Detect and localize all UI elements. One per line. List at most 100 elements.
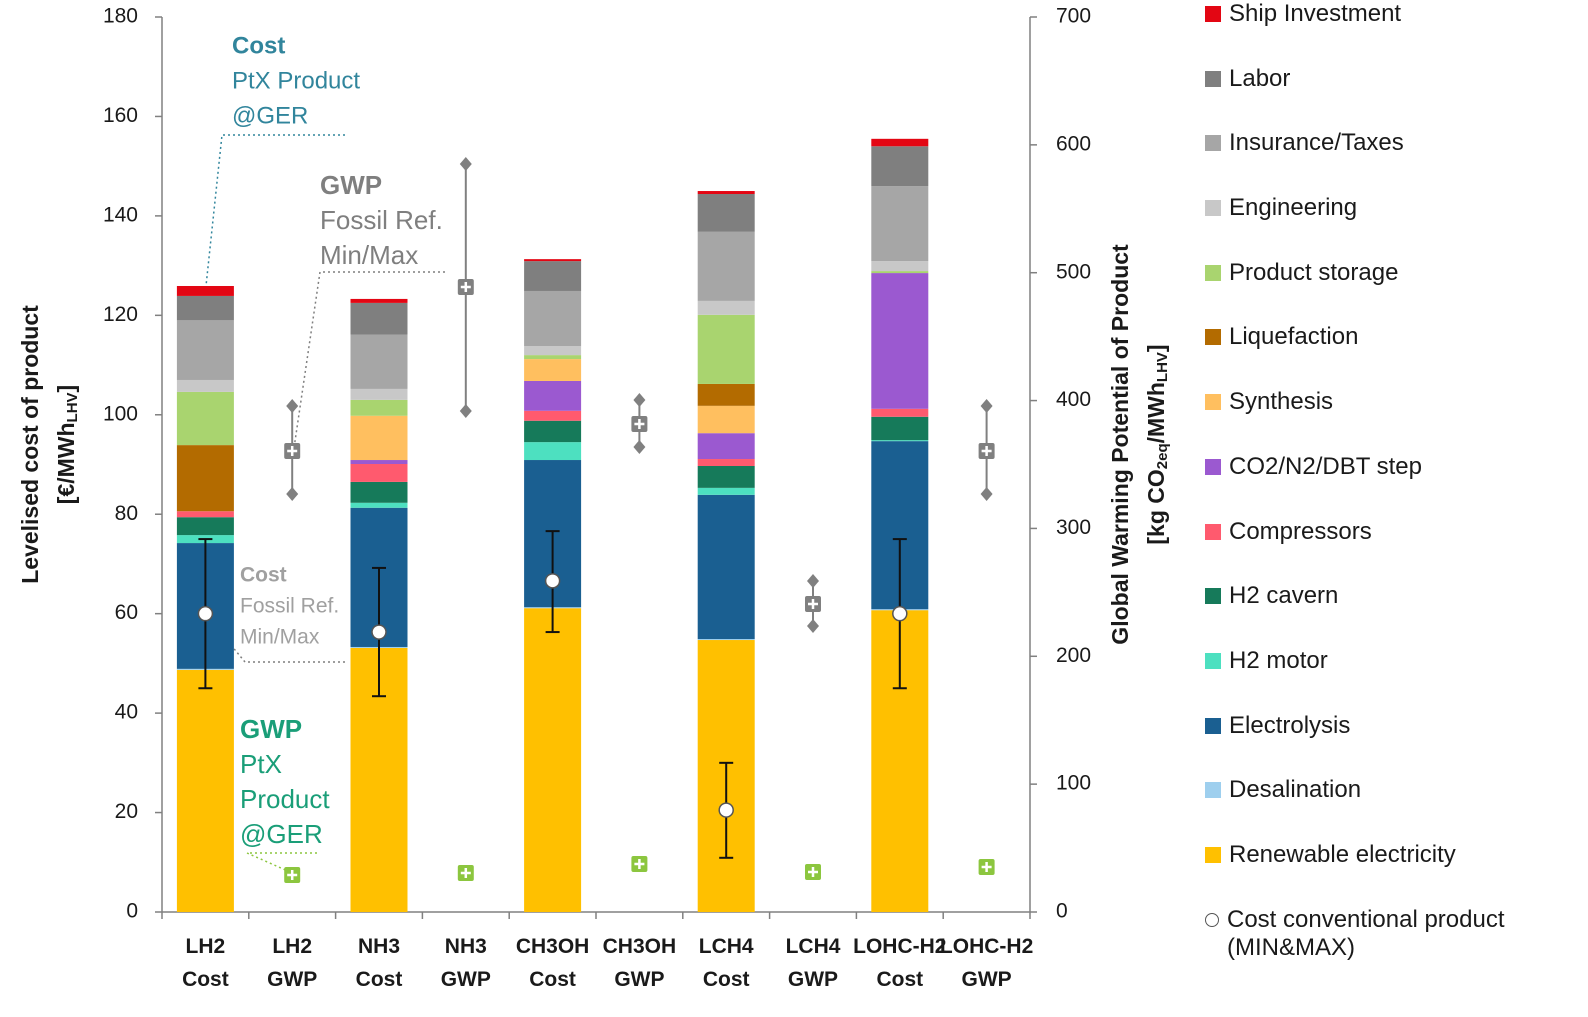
- leader-line: [205, 134, 345, 287]
- y-tick-label: 120: [103, 303, 138, 326]
- gwp-ptx-marker: [457, 865, 474, 882]
- gwp-ptx-marker: [978, 858, 995, 875]
- gwp-ptx-marker-plus: [634, 859, 645, 870]
- gwp-fossil-marker-plus: [981, 445, 992, 456]
- bar-segment: [697, 191, 755, 195]
- annotation: @GER: [232, 102, 308, 129]
- legend-swatch: [1205, 717, 1221, 734]
- gwp-ptx-marker-plus: [808, 866, 818, 877]
- legend-swatch: [1205, 394, 1221, 411]
- annotation: Fossil Ref.: [320, 205, 443, 235]
- annotation: PtX Product: [232, 67, 360, 94]
- y-tick-label: 60: [115, 601, 138, 624]
- legend-item: H2 cavern: [1205, 582, 1580, 647]
- y2-tick-label: 700: [1056, 5, 1091, 28]
- legend-label: Desalination: [1229, 776, 1362, 804]
- legend-label: Liquefaction: [1229, 323, 1359, 351]
- bar-segment: [524, 359, 582, 381]
- gwp-ptx-marker: [284, 867, 301, 884]
- legend-item: Compressors: [1205, 518, 1580, 583]
- cost-marker: [718, 802, 734, 818]
- y-tick-label: 20: [115, 800, 138, 823]
- legend: Ship Investment Labor Insurance/Taxes Engin…: [1205, 0, 1580, 970]
- min-max-diamond: [633, 393, 646, 408]
- bar-segment: [871, 138, 929, 147]
- min-max-diamond: [633, 439, 646, 454]
- annotation: Min/Max: [240, 626, 320, 649]
- bar-segment: [697, 639, 755, 641]
- legend-item: Desalination: [1205, 776, 1580, 841]
- min-max-diamond: [286, 487, 299, 502]
- bar-segment: [697, 494, 755, 640]
- legend-label: Electrolysis: [1229, 711, 1351, 739]
- legend-item: Labor: [1205, 65, 1580, 130]
- bar-segment: [697, 433, 755, 460]
- y2-tick-label: 600: [1056, 132, 1091, 155]
- legend-label: Compressors: [1229, 517, 1372, 545]
- gwp-fossil-marker: [805, 595, 821, 612]
- bar-segment: [176, 391, 234, 446]
- annotation: Cost: [232, 32, 285, 59]
- legend-item: Engineering: [1205, 194, 1580, 259]
- legend-swatch: [1205, 458, 1221, 475]
- gwp-fossil-marker-plus: [634, 418, 645, 429]
- bar-segment: [697, 405, 755, 434]
- legend-label: H2 motor: [1229, 646, 1328, 674]
- bar-segment: [524, 290, 582, 347]
- bar-segment: [697, 465, 755, 488]
- bar-segment: [697, 300, 755, 315]
- bar-segment: [524, 608, 582, 912]
- bar-segment: [524, 410, 582, 421]
- legend-swatch: [1205, 588, 1221, 605]
- gwp-fossil-marker-plus: [808, 598, 818, 609]
- y-tick-label: 180: [103, 5, 138, 28]
- y-axis-title: Levelised cost of product [€/MWhLHV]: [17, 305, 81, 584]
- legend-label: Synthesis: [1229, 388, 1334, 416]
- legend-swatch: [1205, 70, 1221, 87]
- cost-marker: [197, 605, 214, 622]
- legend-label: Labor: [1229, 64, 1291, 92]
- bar-segment: [176, 379, 234, 392]
- gwp-ptx-marker: [805, 863, 821, 880]
- y-tick-label: 80: [115, 502, 138, 525]
- bar-segment: [524, 355, 582, 360]
- annotation: Cost: [240, 564, 287, 587]
- legend-swatch: [1205, 6, 1221, 22]
- legend-item: Electrolysis: [1205, 712, 1580, 777]
- legend-swatch: [1205, 912, 1219, 927]
- legend-item: Cost conventional product (MIN&MAX): [1205, 906, 1580, 971]
- bar-segment: [524, 420, 582, 443]
- min-max-diamond: [459, 404, 472, 419]
- gwp-ptx-marker-plus: [287, 870, 298, 881]
- legend-swatch: [1205, 135, 1221, 152]
- bar-segment: [350, 415, 408, 461]
- bar-segment: [176, 295, 234, 321]
- leader-line: [293, 271, 445, 449]
- bar-segment: [176, 669, 234, 912]
- annotation: PtX: [240, 749, 282, 779]
- legend-swatch: [1205, 264, 1221, 281]
- x-tick-label: CH3OH Cost: [516, 935, 590, 991]
- legend-label: CO2/N2/DBT step: [1229, 452, 1422, 480]
- bar-segment: [697, 487, 755, 495]
- bar-segment: [697, 459, 755, 466]
- bar-segment: [350, 399, 408, 416]
- legend-item: Synthesis: [1205, 388, 1580, 453]
- y2-tick-label: 300: [1056, 516, 1091, 539]
- legend-label: Product storage: [1229, 258, 1399, 286]
- gwp-ptx-marker: [631, 856, 648, 873]
- bar-segment: [350, 388, 408, 400]
- gwp-fossil-marker: [631, 415, 648, 432]
- bar-segment: [524, 259, 582, 262]
- bar-segment: [350, 464, 408, 482]
- legend-swatch: [1205, 200, 1221, 217]
- x-tick-label: LCH4 GWP: [786, 935, 841, 991]
- bar-segment: [524, 346, 582, 356]
- bar-segment: [871, 271, 929, 274]
- annotation: Product: [240, 784, 330, 814]
- legend-item: Insurance/Taxes: [1205, 129, 1580, 194]
- legend-item: H2 motor: [1205, 647, 1580, 712]
- gwp-fossil-marker: [284, 442, 301, 459]
- x-tick-label: NH3 GWP: [441, 935, 491, 991]
